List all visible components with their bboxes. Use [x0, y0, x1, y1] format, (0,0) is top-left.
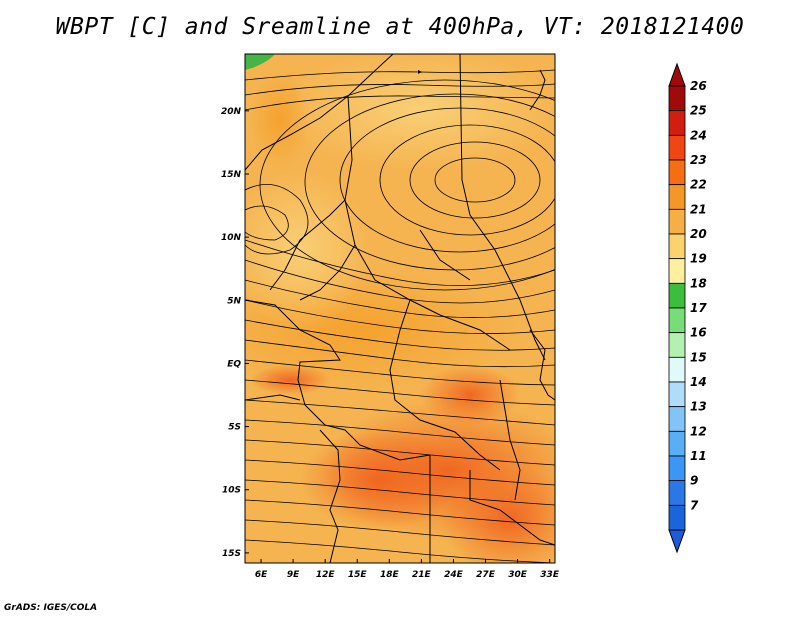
- colorbar-swatch: [668, 258, 686, 284]
- colorbar-label: 19: [690, 252, 707, 266]
- streamlines: [245, 69, 555, 563]
- lon-tick-label: 15E: [348, 570, 368, 580]
- map-frame: [244, 53, 556, 564]
- colorbar-swatch: [668, 455, 686, 482]
- lon-tick-label: 9E: [287, 570, 300, 580]
- colorbar-over-triangle: [668, 62, 686, 87]
- colorbar-swatch: [668, 184, 686, 210]
- colorbar-label: 16: [690, 326, 707, 340]
- colorbar-label: 26: [690, 79, 707, 93]
- lon-tick-label: 30E: [508, 570, 528, 580]
- colorbar-label: 18: [690, 276, 707, 290]
- colorbar-swatch: [668, 134, 686, 161]
- wbpt-field: [245, 54, 555, 563]
- map-title: WBPT [C] and Sreamline at 400hPa, VT: 20…: [55, 14, 745, 40]
- colorbar-label: 7: [690, 498, 699, 512]
- lat-tick-label: 5N: [227, 296, 241, 306]
- colorbar-label: 11: [690, 449, 707, 463]
- longitude-axis: 6E 9E 12E 15E 18E 21E 24E 27E 30E 33E: [255, 559, 560, 580]
- lon-tick-label: 27E: [476, 570, 496, 580]
- lon-tick-label: 24E: [444, 570, 464, 580]
- colorbar: 26 25 24 23 22 21 20 19 18 17 16 15 14 13 12 11 9 7: [668, 62, 707, 554]
- colorbar-swatch: [668, 406, 686, 432]
- lat-tick-label: 20N: [221, 107, 242, 117]
- footer-credit: GrADS: IGES/COLA: [4, 603, 98, 613]
- colorbar-swatch: [668, 208, 686, 235]
- lon-tick-label: 21E: [412, 570, 432, 580]
- colorbar-label: 25: [690, 104, 707, 118]
- lat-tick-label: EQ: [227, 359, 241, 369]
- lat-tick-label: 10S: [222, 486, 241, 496]
- lat-tick-label: 15S: [222, 549, 241, 559]
- colorbar-swatch: [668, 159, 686, 186]
- colorbar-label: 20: [690, 227, 707, 241]
- lat-tick-label: 15N: [221, 170, 242, 180]
- colorbar-swatch: [668, 480, 686, 506]
- colorbar-label: 9: [690, 474, 698, 488]
- colorbar-swatch: [668, 430, 686, 457]
- colorbar-label: 24: [690, 128, 707, 142]
- colorbar-swatch: [668, 356, 686, 383]
- colorbar-swatch: [668, 504, 686, 531]
- colorbar-label: 21: [690, 202, 707, 216]
- colorbar-label: 17: [690, 301, 707, 315]
- colorbar-label: 22: [690, 178, 707, 192]
- colorbar-label: 14: [690, 375, 707, 389]
- colorbar-swatch: [668, 307, 686, 334]
- colorbar-label: 23: [690, 153, 707, 167]
- lon-tick-label: 18E: [380, 570, 400, 580]
- colorbar-swatch: [668, 233, 686, 260]
- lat-tick-label: 10N: [221, 233, 242, 243]
- lon-tick-label: 33E: [540, 570, 560, 580]
- colorbar-swatch: [668, 110, 686, 136]
- colorbar-swatch: [668, 282, 686, 309]
- colorbar-swatch: [668, 332, 686, 358]
- latitude-axis: 20N 15N 10N 5N EQ 5S 10S 15S: [221, 107, 249, 559]
- colorbar-label: 12: [690, 424, 707, 438]
- colorbar-swatch: [668, 381, 686, 408]
- lon-tick-label: 12E: [316, 570, 336, 580]
- lon-tick-label: 6E: [255, 570, 268, 580]
- lat-tick-label: 5S: [228, 423, 241, 433]
- colorbar-label: 13: [690, 400, 707, 414]
- colorbar-label: 15: [690, 350, 707, 364]
- coastlines-borders: [245, 54, 555, 563]
- colorbar-swatch: [668, 85, 686, 112]
- colorbar-under-triangle: [668, 529, 686, 554]
